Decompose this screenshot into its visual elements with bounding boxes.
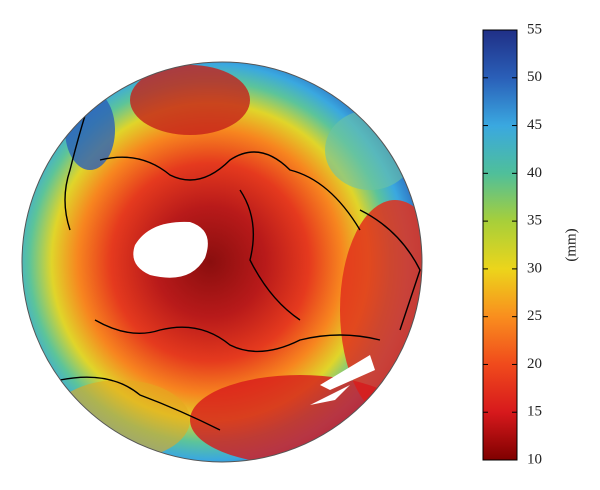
tick-label: 30 [527,260,542,276]
tick-label: 10 [527,451,542,467]
tick-label: 20 [527,356,542,372]
colorbar-scale [482,29,518,461]
tick-label: 45 [527,117,542,133]
tick-label: 35 [527,213,542,229]
colorbar: 10 15 20 25 30 35 40 45 50 55 [482,21,542,467]
tick-label: 40 [527,165,542,181]
polar-map [22,62,422,462]
tick-label: 50 [527,69,542,85]
tick-label: 55 [527,21,542,37]
tick-label: 15 [527,404,542,420]
colorbar-label: (mm) [563,228,579,261]
tick-label: 25 [527,308,542,324]
